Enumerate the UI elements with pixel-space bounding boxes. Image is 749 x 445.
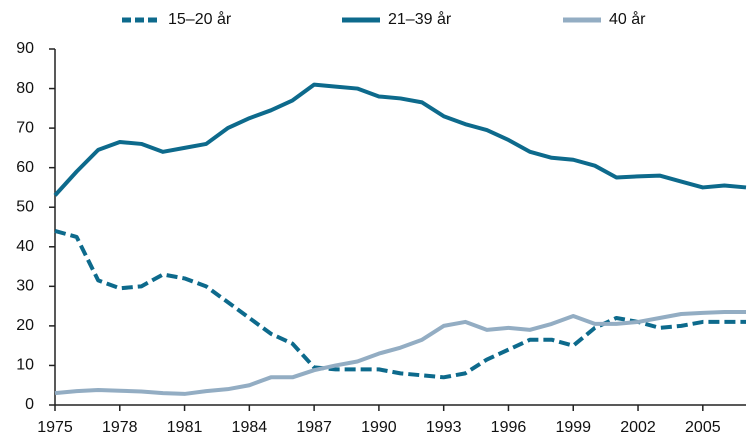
x-tick-label: 1981 (167, 419, 203, 436)
legend-label: 40 år (609, 10, 646, 28)
y-tick-label: 40 (16, 238, 34, 255)
line-series (54, 310, 746, 396)
y-tick-label: 50 (16, 198, 34, 215)
legend-label: 15–20 år (168, 10, 232, 28)
x-tick-label: 1996 (491, 419, 527, 436)
y-tick-label: 80 (16, 80, 34, 97)
x-tick-label: 1999 (555, 419, 591, 436)
y-tick-label: 20 (16, 317, 34, 334)
x-tick-label: 1990 (361, 419, 397, 436)
x-tick-label: 1987 (296, 419, 332, 436)
x-tick-label: 1978 (102, 419, 138, 436)
y-tick-label: 30 (16, 278, 34, 295)
x-tick-label: 2005 (685, 419, 721, 436)
line-series (53, 82, 747, 197)
y-tick-label: 0 (25, 396, 34, 413)
x-tick-label: 1975 (37, 419, 73, 436)
x-tick-label: 2002 (620, 419, 656, 436)
y-tick-label: 70 (16, 119, 34, 136)
y-tick-label: 90 (16, 40, 34, 57)
y-tick-label: 60 (16, 159, 34, 176)
y-tick-label: 10 (16, 357, 34, 374)
legend-label: 21–39 år (388, 10, 452, 28)
line-series (54, 229, 746, 380)
x-tick-label: 1993 (426, 419, 462, 436)
x-tick-label: 1984 (232, 419, 268, 436)
